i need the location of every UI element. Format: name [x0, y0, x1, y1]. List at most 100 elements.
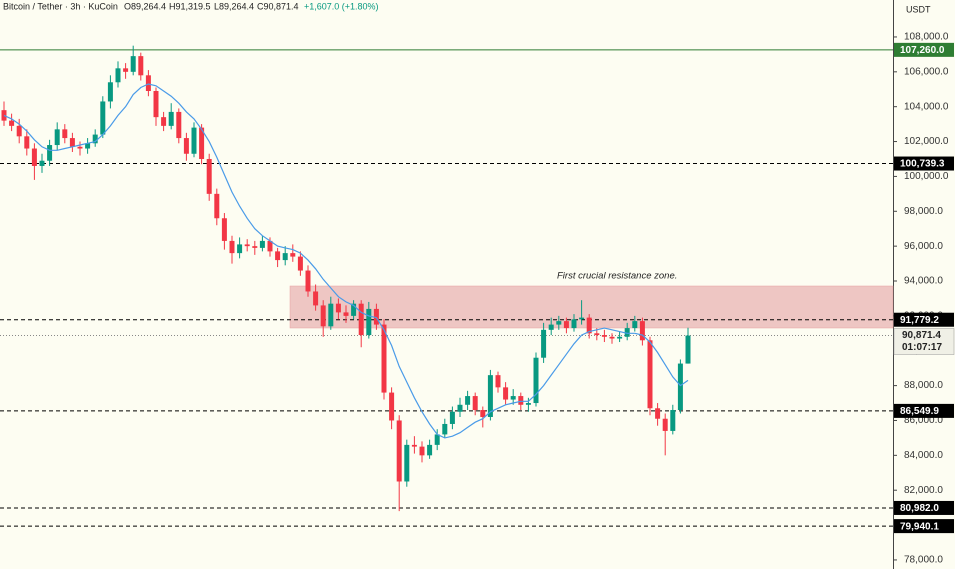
candle-body: [92, 134, 98, 144]
candle-body: [579, 317, 585, 320]
candle-body: [389, 392, 395, 421]
candle-body: [282, 253, 288, 261]
y-tick-label: 96,000.0: [904, 241, 943, 252]
candle-body: [457, 404, 463, 412]
candle-body: [153, 90, 159, 118]
candle-body: [69, 138, 75, 147]
level-label: 86,549.9: [900, 406, 939, 417]
candle-body: [297, 256, 303, 271]
candle-body: [510, 396, 516, 400]
candle-body: [617, 336, 623, 339]
candle-body: [541, 329, 547, 358]
candle-body: [419, 446, 425, 456]
candle-body: [503, 387, 509, 400]
candle-body: [556, 321, 562, 325]
candle-body: [100, 101, 106, 135]
candle-body: [259, 240, 265, 248]
candle-body: [404, 444, 410, 482]
candle-body: [662, 418, 668, 431]
level-label-bg: [894, 519, 954, 534]
candle-body: [138, 56, 144, 76]
candle-body: [9, 120, 15, 126]
candle-body: [47, 145, 53, 161]
candle-body: [442, 423, 448, 435]
candle-body: [685, 335, 691, 364]
level-label: 107,260.0: [900, 45, 945, 56]
level-label-bg: [894, 42, 954, 57]
candle-body: [373, 308, 379, 325]
low: L89,264.4: [214, 1, 254, 11]
candle-body: [533, 357, 539, 404]
y-tick-label: 82,000.0: [904, 485, 943, 496]
candle-body: [54, 129, 60, 146]
countdown: 01:07:17: [902, 342, 942, 353]
candle-body: [85, 143, 91, 149]
candle-body: [130, 56, 136, 72]
candle-body: [267, 240, 273, 252]
y-tick-label: 102,000.0: [904, 136, 949, 147]
change: +1,607.0 (+1.80%): [304, 1, 379, 11]
candle-body: [244, 244, 250, 247]
candle-body: [434, 434, 440, 445]
candle-body: [343, 312, 349, 316]
high: H91,319.5: [169, 1, 211, 11]
candle-body: [237, 244, 243, 254]
candle-body: [62, 129, 68, 139]
candle-body: [639, 321, 645, 341]
candle-body: [358, 303, 364, 336]
candle-body: [647, 340, 653, 409]
level-label: 80,982.0: [900, 503, 939, 514]
candle-body: [609, 336, 615, 339]
candle-body: [115, 68, 121, 83]
candle-body: [427, 444, 433, 456]
candle-body: [16, 125, 22, 137]
candle-body: [123, 68, 129, 72]
level-label-bg: [894, 403, 954, 418]
candle-body: [176, 111, 182, 139]
candle-body: [335, 303, 341, 313]
candle-body: [214, 193, 220, 219]
y-tick-label: 104,000.0: [904, 101, 949, 112]
candle-body: [594, 333, 600, 336]
current-price-label-bg: [893, 328, 955, 355]
candle-body: [480, 410, 486, 417]
level-label-bg: [894, 156, 954, 171]
candle-body: [449, 411, 455, 424]
candle-body: [495, 375, 501, 388]
candle-body: [601, 335, 607, 337]
candle-body: [252, 246, 258, 248]
candle-body: [199, 127, 205, 159]
level-label: 100,739.3: [900, 159, 945, 170]
candle-body: [351, 303, 357, 316]
level-label-bg: [894, 500, 954, 515]
candle-body: [677, 363, 683, 411]
candle-body: [168, 111, 174, 126]
symbol: Bitcoin / Tether · 3h · KuCoin: [3, 1, 118, 11]
candle-body: [229, 240, 235, 254]
candle-body: [571, 319, 577, 329]
candle-body: [31, 148, 37, 166]
open: O89,264.4: [124, 1, 166, 11]
y-tick-label: 98,000.0: [904, 206, 943, 217]
candle-body: [305, 270, 311, 292]
candle-body: [632, 321, 638, 329]
plot-area: First crucial resistance zone.: [0, 45, 894, 527]
y-tick-label: 86,000.0: [904, 415, 943, 426]
y-tick-label: 108,000.0: [904, 32, 949, 43]
candle-body: [465, 396, 471, 405]
candle-body: [472, 396, 478, 411]
candle-body: [313, 291, 319, 306]
annotation: First crucial resistance zone.: [557, 271, 677, 282]
candle-body: [290, 253, 296, 257]
candle-body: [39, 160, 45, 166]
candle-body: [670, 410, 676, 431]
candle-body: [586, 317, 592, 334]
level-label: 79,940.1: [900, 521, 939, 532]
level-label-bg: [894, 312, 954, 327]
candle-body: [24, 136, 30, 149]
candle-body: [320, 305, 326, 327]
candle-body: [107, 82, 113, 102]
candle-body: [396, 420, 402, 482]
candle-body: [161, 117, 167, 126]
